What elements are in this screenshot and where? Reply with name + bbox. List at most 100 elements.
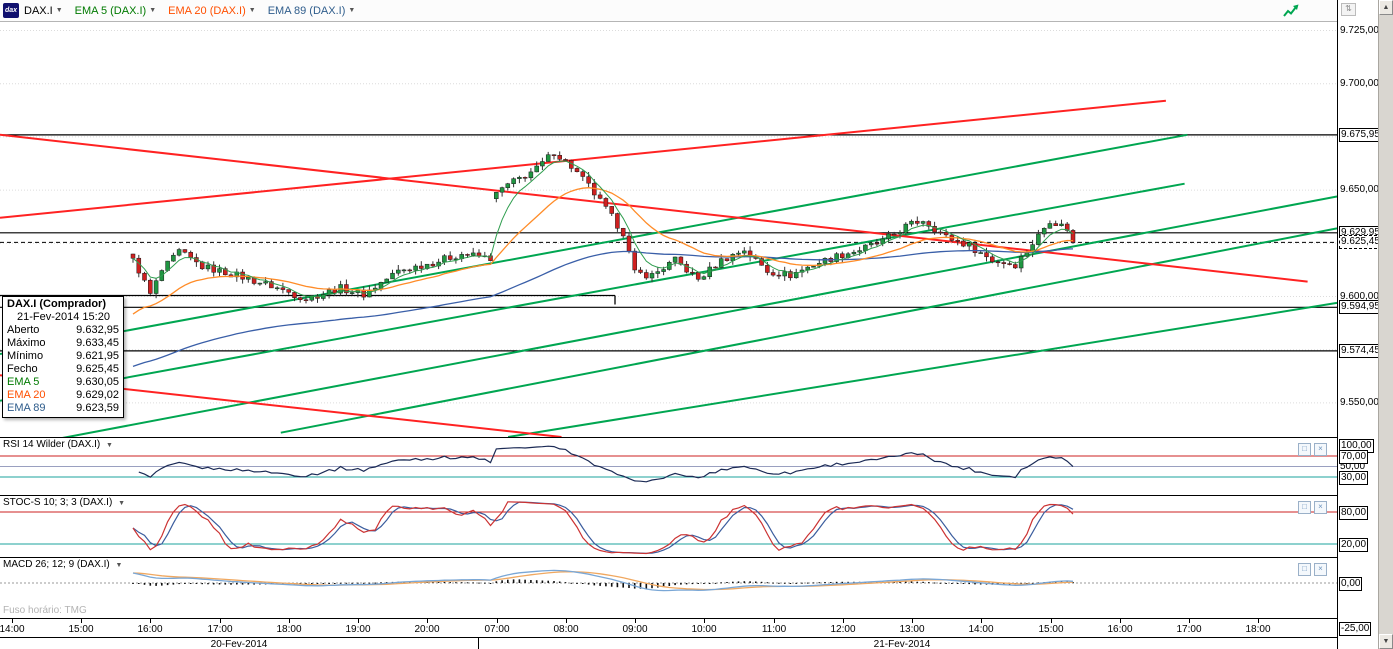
vertical-scrollbar[interactable]: ▲ ▼ <box>1378 0 1393 649</box>
date-label: 20-Fev-2014 <box>210 639 268 649</box>
time-tick-label: 16:00 <box>137 624 163 635</box>
time-tick-label: 20:00 <box>414 624 440 635</box>
time-tick-label: 18:00 <box>1245 624 1271 635</box>
tooltip-row: EMA 89 9.623,59 <box>7 402 119 415</box>
tooltip-row: EMA 20 9.629,02 <box>7 389 119 402</box>
stochastic-plot <box>0 496 1337 562</box>
time-tick-label: 10:00 <box>691 624 717 635</box>
time-tick-label: 15:00 <box>68 624 94 635</box>
time-tick-label: 14:00 <box>0 624 25 635</box>
time-axis[interactable]: 14:00 15:00 16:00 17:00 18:00 19:00 20:00 07:00… <box>0 618 1337 649</box>
time-tick-label: 16:00 <box>1107 624 1133 635</box>
time-tick-label: 17:00 <box>1176 624 1202 635</box>
date-label: 21-Fev-2014 <box>873 639 931 649</box>
panel-close-icon[interactable]: × <box>1314 443 1327 456</box>
instrument-label: DAX.I <box>24 4 53 17</box>
time-tick <box>358 619 359 623</box>
timezone-note: Fuso horário: TMG <box>3 605 87 616</box>
rsi-plot <box>0 438 1337 500</box>
tooltip-datetime: 21-Fev-2014 15:20 <box>17 311 110 323</box>
indicator-selector-ema-1[interactable]: EMA 5 (DAX.I) ▼ <box>75 5 156 17</box>
price-level-label: 9.625,45 <box>1339 235 1382 250</box>
indicator-selectors: EMA 5 (DAX.I) ▼ EMA 20 (DAX.I) ▼ EMA 89 (DAX… <box>75 5 368 17</box>
time-tick <box>1120 619 1121 623</box>
tooltip-row: Fecho 9.625,45 <box>7 363 119 376</box>
tooltip-row-value: 9.621,95 <box>76 350 119 362</box>
panel-maximize-icon[interactable]: □ <box>1298 443 1311 456</box>
time-tick <box>12 619 13 623</box>
indicator-selector-ema-2[interactable]: EMA 20 (DAX.I) ▼ <box>168 5 256 17</box>
panel-close-icon[interactable]: × <box>1314 501 1327 514</box>
indicator-axis-label: 30,00 <box>1339 471 1369 485</box>
indicator-axis-label: 50,00 <box>1340 460 1366 472</box>
macd-panel-controls: □ × <box>1298 563 1327 576</box>
chevron-down-icon: ▼ <box>348 7 356 14</box>
session-divider <box>478 638 479 649</box>
rsi-panel[interactable]: RSI 14 Wilder (DAX.I) ▼ □ × <box>0 437 1337 495</box>
time-tick <box>427 619 428 623</box>
time-tick <box>150 619 151 623</box>
tooltip-row: Máximo 9.633,45 <box>7 337 119 350</box>
macd-plot <box>0 558 1337 623</box>
scroll-up-icon[interactable]: ▲ <box>1379 0 1393 15</box>
tooltip-row-value: 9.632,95 <box>76 324 119 336</box>
rsi-indicator-selector[interactable]: RSI 14 Wilder (DAX.I) ▼ <box>3 439 113 450</box>
indicator-label: EMA 20 (DAX.I) <box>168 4 246 17</box>
time-tick <box>289 619 290 623</box>
trend-arrow-icon[interactable] <box>1283 4 1299 18</box>
time-tick-label: 14:00 <box>968 624 994 635</box>
time-tick <box>1258 619 1259 623</box>
stochastic-panel[interactable]: STOC-S 10; 3; 3 (DAX.I) ▼ □ × <box>0 495 1337 557</box>
time-tick <box>635 619 636 623</box>
main-chart[interactable] <box>0 22 1338 451</box>
panel-maximize-icon[interactable]: □ <box>1298 563 1311 576</box>
tooltip-row-label: EMA 89 <box>7 402 46 414</box>
macd-indicator-selector[interactable]: MACD 26; 12; 9 (DAX.I) ▼ <box>3 559 123 570</box>
panel-close-icon[interactable]: × <box>1314 563 1327 576</box>
indicator-label: EMA 89 (DAX.I) <box>267 4 346 17</box>
tooltip-row-value: 9.629,02 <box>76 389 119 401</box>
macd-label: MACD 26; 12; 9 (DAX.I) <box>3 559 110 570</box>
rsi-label: RSI 14 Wilder (DAX.I) <box>3 439 101 450</box>
price-tick-label: 9.550,00 <box>1340 396 1379 408</box>
price-tick-label: 9.600,00 <box>1340 290 1379 302</box>
stochastic-label: STOC-S 10; 3; 3 (DAX.I) <box>3 497 113 508</box>
time-tick-label: 07:00 <box>484 624 510 635</box>
chevron-down-icon: ▼ <box>149 7 157 14</box>
chevron-down-icon: ▼ <box>248 7 256 14</box>
chart-toolbar: dax DAX.I ▼ EMA 5 (DAX.I) ▼ EMA 20 (DAX.I)… <box>0 0 1337 22</box>
price-tick-label: 9.700,00 <box>1340 77 1379 89</box>
stochastic-indicator-selector[interactable]: STOC-S 10; 3; 3 (DAX.I) ▼ <box>3 497 126 508</box>
time-tick-label: 08:00 <box>553 624 579 635</box>
tooltip-row: Aberto 9.632,95 <box>7 324 119 337</box>
price-level-label: 9.594,95 <box>1339 300 1382 315</box>
dax-logo-icon: dax <box>3 3 19 18</box>
tooltip-row: EMA 5 9.630,05 <box>7 376 119 389</box>
chevron-down-icon: ▼ <box>115 562 123 569</box>
time-tick-label: 12:00 <box>830 624 856 635</box>
instrument-selector[interactable]: DAX.I ▼ <box>24 5 63 17</box>
axis-scale-icon[interactable]: ⇅ <box>1341 3 1356 16</box>
chevron-down-icon: ▼ <box>55 7 63 14</box>
time-tick <box>981 619 982 623</box>
price-tick-label: 9.725,00 <box>1340 24 1379 36</box>
time-tick <box>843 619 844 623</box>
tooltip-row-label: EMA 5 <box>7 376 40 388</box>
time-tick <box>774 619 775 623</box>
time-tick <box>566 619 567 623</box>
scroll-down-icon[interactable]: ▼ <box>1379 634 1393 649</box>
time-tick-label: 17:00 <box>207 624 233 635</box>
time-tick <box>220 619 221 623</box>
indicator-selector-ema-3[interactable]: EMA 89 (DAX.I) ▼ <box>268 5 356 17</box>
time-tick-label: 11:00 <box>761 624 787 635</box>
macd-panel[interactable]: MACD 26; 12; 9 (DAX.I) ▼ □ × <box>0 557 1337 618</box>
time-tick <box>497 619 498 623</box>
tooltip-row-label: Aberto <box>7 324 40 336</box>
time-tick-label: 15:00 <box>1038 624 1064 635</box>
panel-maximize-icon[interactable]: □ <box>1298 501 1311 514</box>
indicator-axis-label: -25,00 <box>1339 622 1372 636</box>
time-tick-label: 09:00 <box>622 624 648 635</box>
price-axis[interactable]: 9.725,00 9.700,00 9.650,00 9.600,00 9.550,00… <box>1337 0 1382 649</box>
indicator-axis-label: 80,00 <box>1339 506 1369 520</box>
